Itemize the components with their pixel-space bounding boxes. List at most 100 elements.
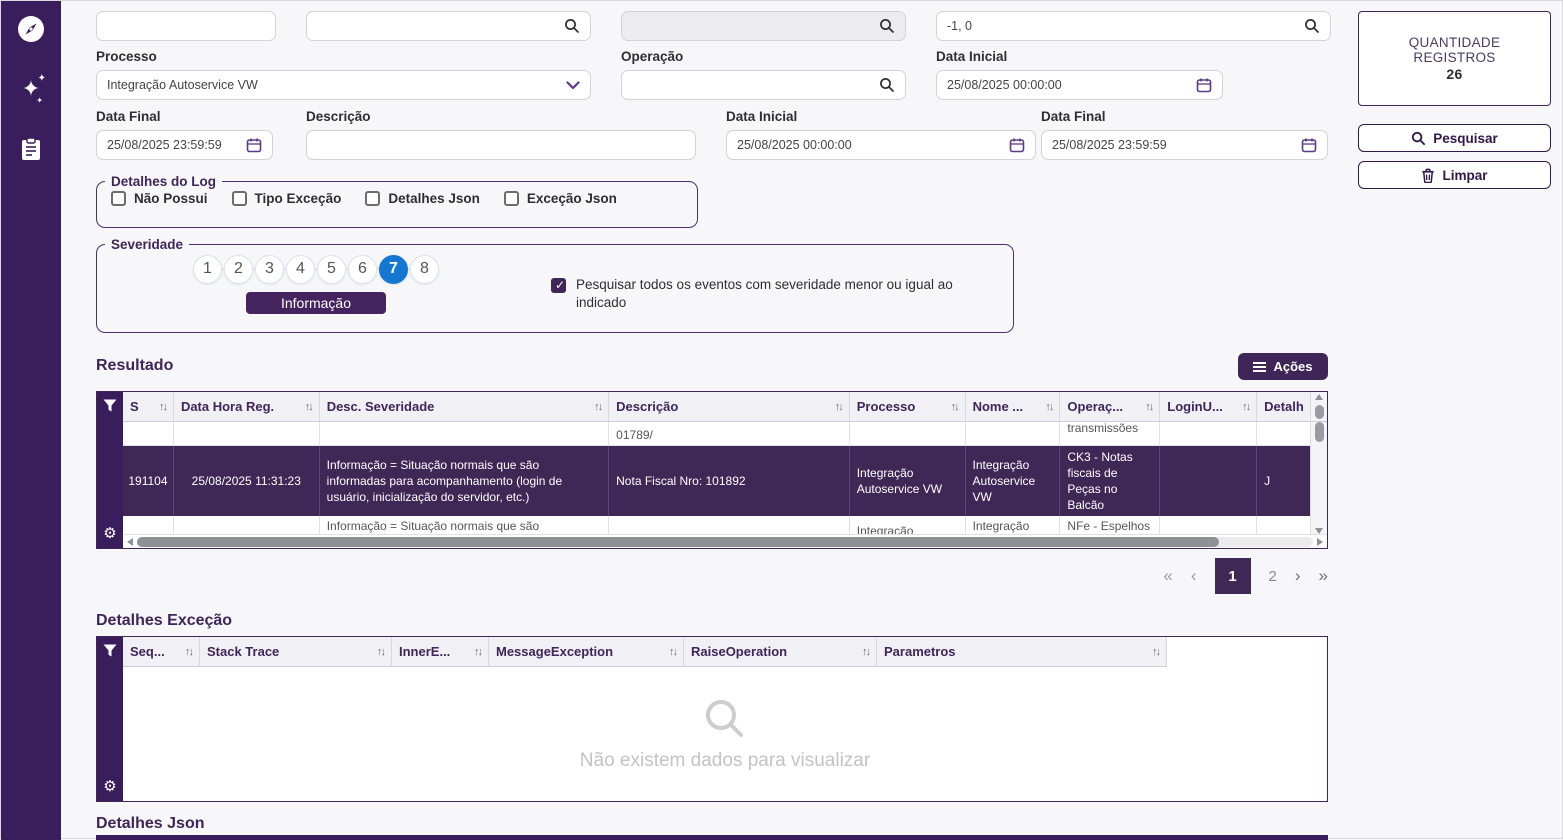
sort-icon[interactable]: ↑↓: [862, 646, 869, 658]
horizontal-scrollbar[interactable]: [123, 534, 1327, 548]
calendar-icon[interactable]: [1301, 137, 1317, 153]
col-detalhe[interactable]: Detalh: [1257, 392, 1310, 422]
filter-icon[interactable]: [103, 644, 117, 657]
col-operacao[interactable]: Operaç...↑↓: [1060, 392, 1160, 422]
col-s[interactable]: S↑↓: [123, 392, 174, 422]
filter1-input[interactable]: [96, 11, 276, 41]
col-descricao[interactable]: Descrição↑↓: [609, 392, 850, 422]
vertical-scrollbar-top[interactable]: [1310, 392, 1327, 422]
clipboard-icon[interactable]: [17, 135, 45, 163]
vertical-scrollbar[interactable]: [1310, 446, 1327, 516]
gear-icon[interactable]: ⚙: [103, 779, 116, 794]
sort-icon[interactable]: ↑↓: [159, 401, 166, 413]
severity-5[interactable]: 5: [317, 255, 346, 284]
checkbox-detalhes-json[interactable]: Detalhes Json: [365, 191, 480, 206]
pagination-page-1[interactable]: 1: [1215, 558, 1251, 594]
filter2-field[interactable]: [317, 19, 564, 33]
data-inicial-2-input[interactable]: [726, 130, 1036, 160]
sort-icon[interactable]: ↑↓: [185, 646, 192, 658]
data-inicial-2-field[interactable]: [737, 138, 1009, 152]
checkbox-nao-possui[interactable]: Não Possui: [111, 191, 208, 206]
checkbox-box[interactable]: [365, 191, 380, 206]
severity-lte-checkbox[interactable]: [551, 278, 566, 293]
pagination-prev[interactable]: ‹: [1191, 566, 1197, 586]
gear-icon[interactable]: ⚙: [103, 526, 116, 541]
severity-6[interactable]: 6: [348, 255, 377, 284]
vertical-scroll-thumb[interactable]: [1315, 405, 1324, 419]
table-row-partial-top[interactable]: 01789/ transmissões: [123, 422, 1327, 446]
severity-3[interactable]: 3: [255, 255, 284, 284]
severity-label-button[interactable]: Informação: [246, 292, 386, 314]
sort-icon[interactable]: ↑↓: [669, 646, 676, 658]
pagination-page-2[interactable]: 2: [1269, 568, 1277, 585]
data-final-2-field[interactable]: [1052, 138, 1301, 152]
descricao-input[interactable]: [306, 130, 696, 160]
col-message-exception[interactable]: MessageException↑↓: [489, 637, 684, 667]
vertical-scrollbar[interactable]: [1310, 422, 1327, 446]
scroll-right-arrow[interactable]: [1317, 538, 1323, 546]
filter4-field[interactable]: [947, 19, 1304, 33]
col-raise-operation[interactable]: RaiseOperation↑↓: [684, 637, 877, 667]
severity-4[interactable]: 4: [286, 255, 315, 284]
limpar-button[interactable]: Limpar: [1358, 161, 1551, 189]
sort-icon[interactable]: ↑↓: [1145, 401, 1152, 413]
operacao-input[interactable]: [621, 70, 906, 100]
checkbox-tipo-excecao[interactable]: Tipo Exceção: [232, 191, 342, 206]
search-icon[interactable]: [879, 18, 895, 34]
calendar-icon[interactable]: [246, 137, 262, 153]
data-inicial-1-field[interactable]: [947, 78, 1196, 92]
col-inner-exception[interactable]: InnerE...↑↓: [392, 637, 489, 667]
checkbox-box[interactable]: [111, 191, 126, 206]
horizontal-scroll-thumb[interactable]: [137, 537, 1219, 547]
vertical-scrollbar-bottom[interactable]: [1310, 516, 1327, 534]
data-final-2-input[interactable]: [1041, 130, 1328, 160]
col-parametros[interactable]: Parametros↑↓: [877, 637, 1167, 667]
search-icon[interactable]: [879, 77, 895, 93]
col-stack-trace[interactable]: Stack Trace↑↓: [200, 637, 392, 667]
severity-8[interactable]: 8: [410, 255, 439, 284]
pagination-last[interactable]: »: [1319, 566, 1328, 586]
sort-icon[interactable]: ↑↓: [835, 401, 842, 413]
col-login[interactable]: LoginU...↑↓: [1160, 392, 1257, 422]
filter2-input[interactable]: [306, 11, 591, 41]
col-desc-severidade[interactable]: Desc. Severidade↑↓: [320, 392, 609, 422]
search-icon[interactable]: [564, 18, 580, 34]
severity-2[interactable]: 2: [224, 255, 253, 284]
col-data-hora[interactable]: Data Hora Reg.↑↓: [174, 392, 320, 422]
calendar-icon[interactable]: [1009, 137, 1025, 153]
sort-icon[interactable]: ↑↓: [1045, 401, 1052, 413]
pesquisar-button[interactable]: Pesquisar: [1358, 124, 1551, 152]
calendar-icon[interactable]: [1196, 77, 1212, 93]
severity-slider[interactable]: 1 2 3 4 5 6 7 8: [193, 254, 439, 284]
sort-icon[interactable]: ↑↓: [1242, 401, 1249, 413]
operacao-field[interactable]: [632, 78, 879, 92]
sort-icon[interactable]: ↑↓: [594, 401, 601, 413]
checkbox-excecao-json[interactable]: Exceção Json: [504, 191, 617, 206]
col-nome[interactable]: Nome ...↑↓: [966, 392, 1061, 422]
filter-icon[interactable]: [103, 399, 117, 412]
col-processo[interactable]: Processo↑↓: [850, 392, 966, 422]
horizontal-scroll-track[interactable]: [137, 537, 1313, 547]
search-icon[interactable]: [1304, 18, 1320, 34]
data-final-1-field[interactable]: [107, 138, 246, 152]
severity-1[interactable]: 1: [193, 255, 222, 284]
filter4-input[interactable]: [936, 11, 1331, 41]
acoes-button[interactable]: Ações: [1238, 353, 1328, 380]
col-seq[interactable]: Seq...↑↓: [123, 637, 200, 667]
severity-7-selected[interactable]: 7: [379, 255, 408, 284]
scroll-up-arrow[interactable]: [1315, 394, 1323, 400]
scroll-left-arrow[interactable]: [127, 538, 133, 546]
filter1-field[interactable]: [107, 19, 265, 33]
table-row-partial-bottom[interactable]: Informação = Situação normais que são In…: [123, 516, 1327, 534]
sort-icon[interactable]: ↑↓: [474, 646, 481, 658]
table-row-selected[interactable]: 191104 25/08/2025 11:31:23 Informação = …: [123, 446, 1327, 516]
pagination-next[interactable]: ›: [1295, 566, 1301, 586]
sort-icon[interactable]: ↑↓: [377, 646, 384, 658]
filter3-input[interactable]: [621, 11, 906, 41]
sort-icon[interactable]: ↑↓: [305, 401, 312, 413]
vertical-scroll-thumb[interactable]: [1315, 422, 1324, 442]
descricao-field[interactable]: [317, 138, 685, 152]
data-final-1-input[interactable]: [96, 130, 273, 160]
processo-select[interactable]: Integração Autoservice VW: [96, 70, 591, 100]
sort-icon[interactable]: ↑↓: [1152, 646, 1159, 658]
